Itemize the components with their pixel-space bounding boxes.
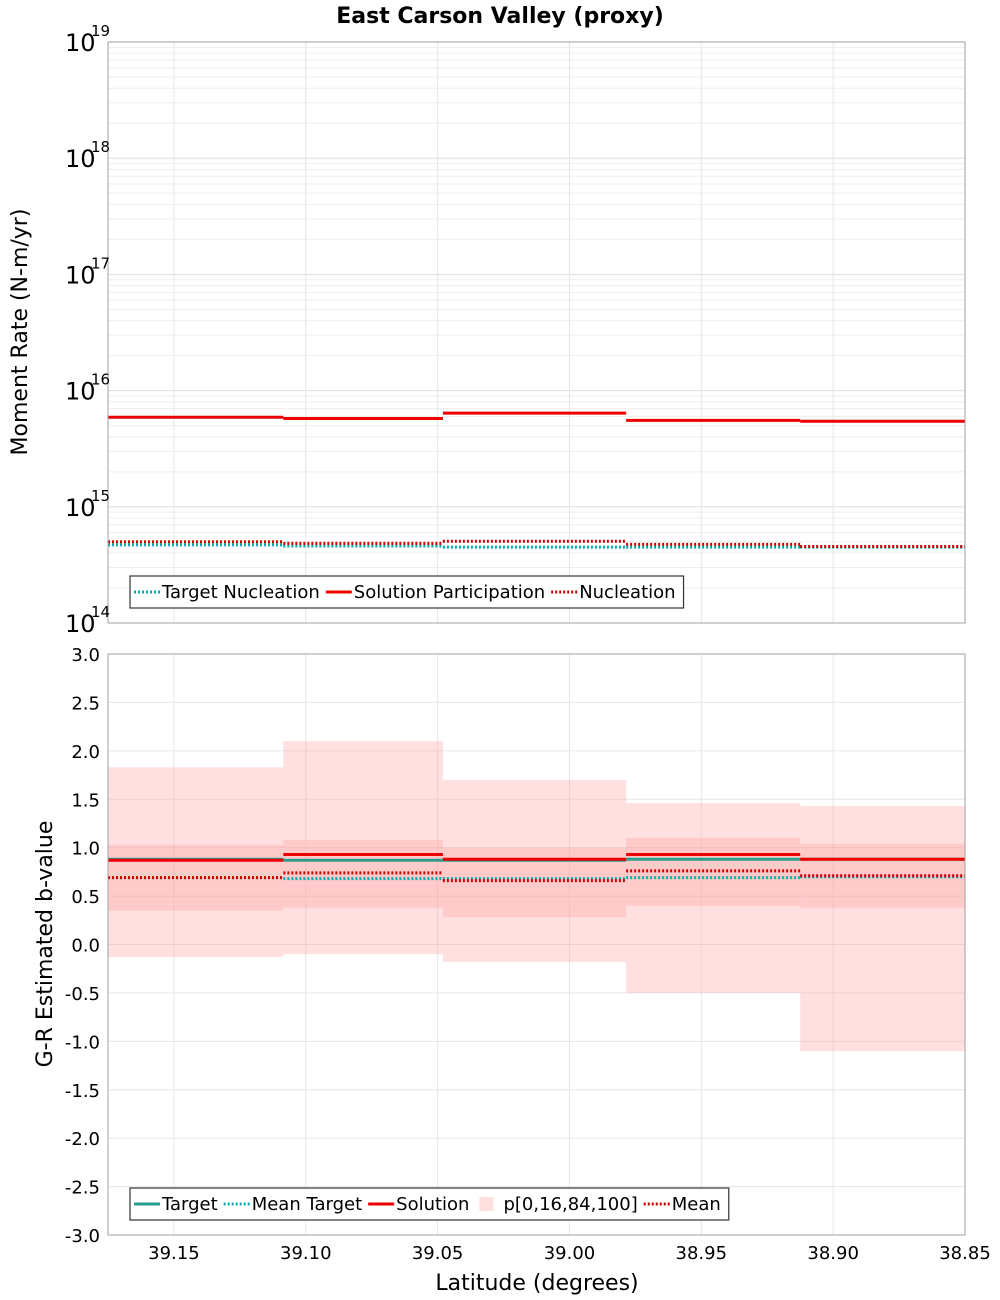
moment-rate-y-tick-exponent: 14 (91, 603, 110, 621)
b-value-y-axis-label: G-R Estimated b-value (33, 821, 58, 1068)
band-p16-p84 (283, 839, 443, 908)
latitude-x-tick-label: 39.05 (412, 1243, 464, 1264)
moment-rate-y-tick-exponent: 17 (91, 254, 110, 272)
moment-rate-y-axis-label: Moment Rate (N-m/yr) (8, 209, 33, 456)
legend-label: Nucleation (579, 582, 675, 603)
b-value-series (108, 852, 965, 883)
legend-label: Solution Participation (354, 582, 545, 603)
series-mean (108, 869, 965, 883)
b-value-y-tick-label: -3.0 (65, 1226, 100, 1247)
moment-rate-y-tick-exponent: 16 (91, 371, 110, 389)
b-value-y-tick-label: 0.5 (71, 887, 100, 908)
legend-label: Solution (396, 1194, 469, 1215)
legend-entry-mean-target: Mean Target (223, 1194, 362, 1215)
moment-rate-y-tick-exponent: 18 (91, 138, 110, 156)
latitude-x-tick-label: 38.95 (676, 1243, 728, 1264)
latitude-x-tick-label: 39.15 (148, 1243, 200, 1264)
b-value-y-tick-label: 1.0 (71, 839, 100, 860)
band-p0-p100 (626, 803, 801, 993)
moment-rate-y-tick-base: 10 (65, 494, 96, 522)
b-value-y-tick-labels: 3.0 2.5 2.0 1.5 1.0 0.5 0.0 -0.5 -1.0 -1.5 -2.0 -2.… (65, 645, 100, 1247)
b-value-y-tick-label: 0.0 (71, 936, 100, 957)
b-value-y-tick-label: 3.0 (71, 645, 100, 666)
moment-rate-legend: Target Nucleation Solution Participation N… (129, 575, 685, 609)
latitude-x-tick-label: 39.10 (280, 1243, 332, 1264)
legend-label: Mean (672, 1194, 721, 1215)
series-nucleation (108, 539, 965, 549)
legend-swatch (479, 1197, 494, 1211)
b-value-percentile-bands (108, 741, 965, 1052)
moment-rate-y-tick-base: 10 (65, 261, 96, 289)
moment-rate-y-tick-exponent: 15 (91, 487, 110, 505)
b-value-y-tick-label: 1.5 (71, 790, 100, 811)
b-value-panel: 3.0 2.5 2.0 1.5 1.0 0.5 0.0 -0.5 -1.0 -1.5 -2.0 -2.… (33, 645, 991, 1296)
legend-label: p[0,16,84,100] (503, 1194, 637, 1215)
moment-rate-plot-area (108, 42, 965, 623)
band-p0-p100 (800, 806, 965, 1052)
b-value-legend: Target Mean Target Solution p[0,16,84,100] M… (129, 1187, 730, 1221)
latitude-x-tick-labels: 39.15 39.10 39.05 39.00 38.95 38.90 38.85 (148, 1243, 991, 1264)
legend-label: Target (161, 1194, 218, 1215)
latitude-x-tick-label: 38.90 (807, 1243, 859, 1264)
b-value-y-tick-label: 2.5 (71, 693, 100, 714)
legend-entry-nucleation: Nucleation (551, 582, 676, 603)
band-p0-p100 (442, 779, 627, 962)
b-value-y-tick-label: -0.5 (65, 984, 100, 1005)
legend-entry-p-0-16-84-100: p[0,16,84,100] (479, 1194, 638, 1215)
legend-box (129, 1187, 730, 1221)
chart-title: East Carson Valley (proxy) (336, 4, 664, 29)
moment-rate-y-tick-base: 10 (65, 29, 96, 57)
moment-rate-y-tick-base: 10 (65, 378, 96, 406)
legend-label: Target Nucleation (161, 582, 320, 603)
b-value-plot-border (107, 653, 966, 1236)
moment-rate-y-tick-exponent: 19 (91, 22, 110, 40)
b-value-y-tick-label: -1.5 (65, 1081, 100, 1102)
legend-entry-solution-participation: Solution Participation (325, 582, 545, 603)
legend-entry-solution: Solution (368, 1194, 469, 1215)
series-solution (108, 852, 965, 862)
moment-rate-plot-border (107, 41, 966, 624)
moment-rate-grid (108, 42, 966, 624)
b-value-y-tick-label: 2.0 (71, 742, 100, 763)
legend-entry-mean: Mean (643, 1194, 721, 1215)
latitude-x-tick-label: 39.00 (544, 1243, 596, 1264)
b-value-y-tick-label: -2.5 (65, 1178, 100, 1199)
moment-rate-y-tick-base: 10 (65, 610, 96, 638)
legend-label: Mean Target (252, 1194, 362, 1215)
band-p0-p100 (283, 741, 443, 955)
b-value-y-tick-label: -1.0 (65, 1032, 100, 1053)
legend-entry-target-nucleation: Target Nucleation (134, 582, 320, 603)
band-p16-p84 (626, 837, 801, 906)
legend-entry-target: Target (134, 1194, 218, 1215)
band-p0-p100 (108, 767, 284, 958)
series-solution-participation (108, 411, 965, 423)
moment-rate-series (108, 411, 965, 549)
legend-box (129, 575, 685, 609)
moment-rate-y-tick-base: 10 (65, 145, 96, 173)
b-value-y-tick-label: -2.0 (65, 1129, 100, 1150)
latitude-x-axis-label: Latitude (degrees) (435, 1271, 638, 1296)
latitude-x-tick-label: 38.85 (939, 1243, 991, 1264)
